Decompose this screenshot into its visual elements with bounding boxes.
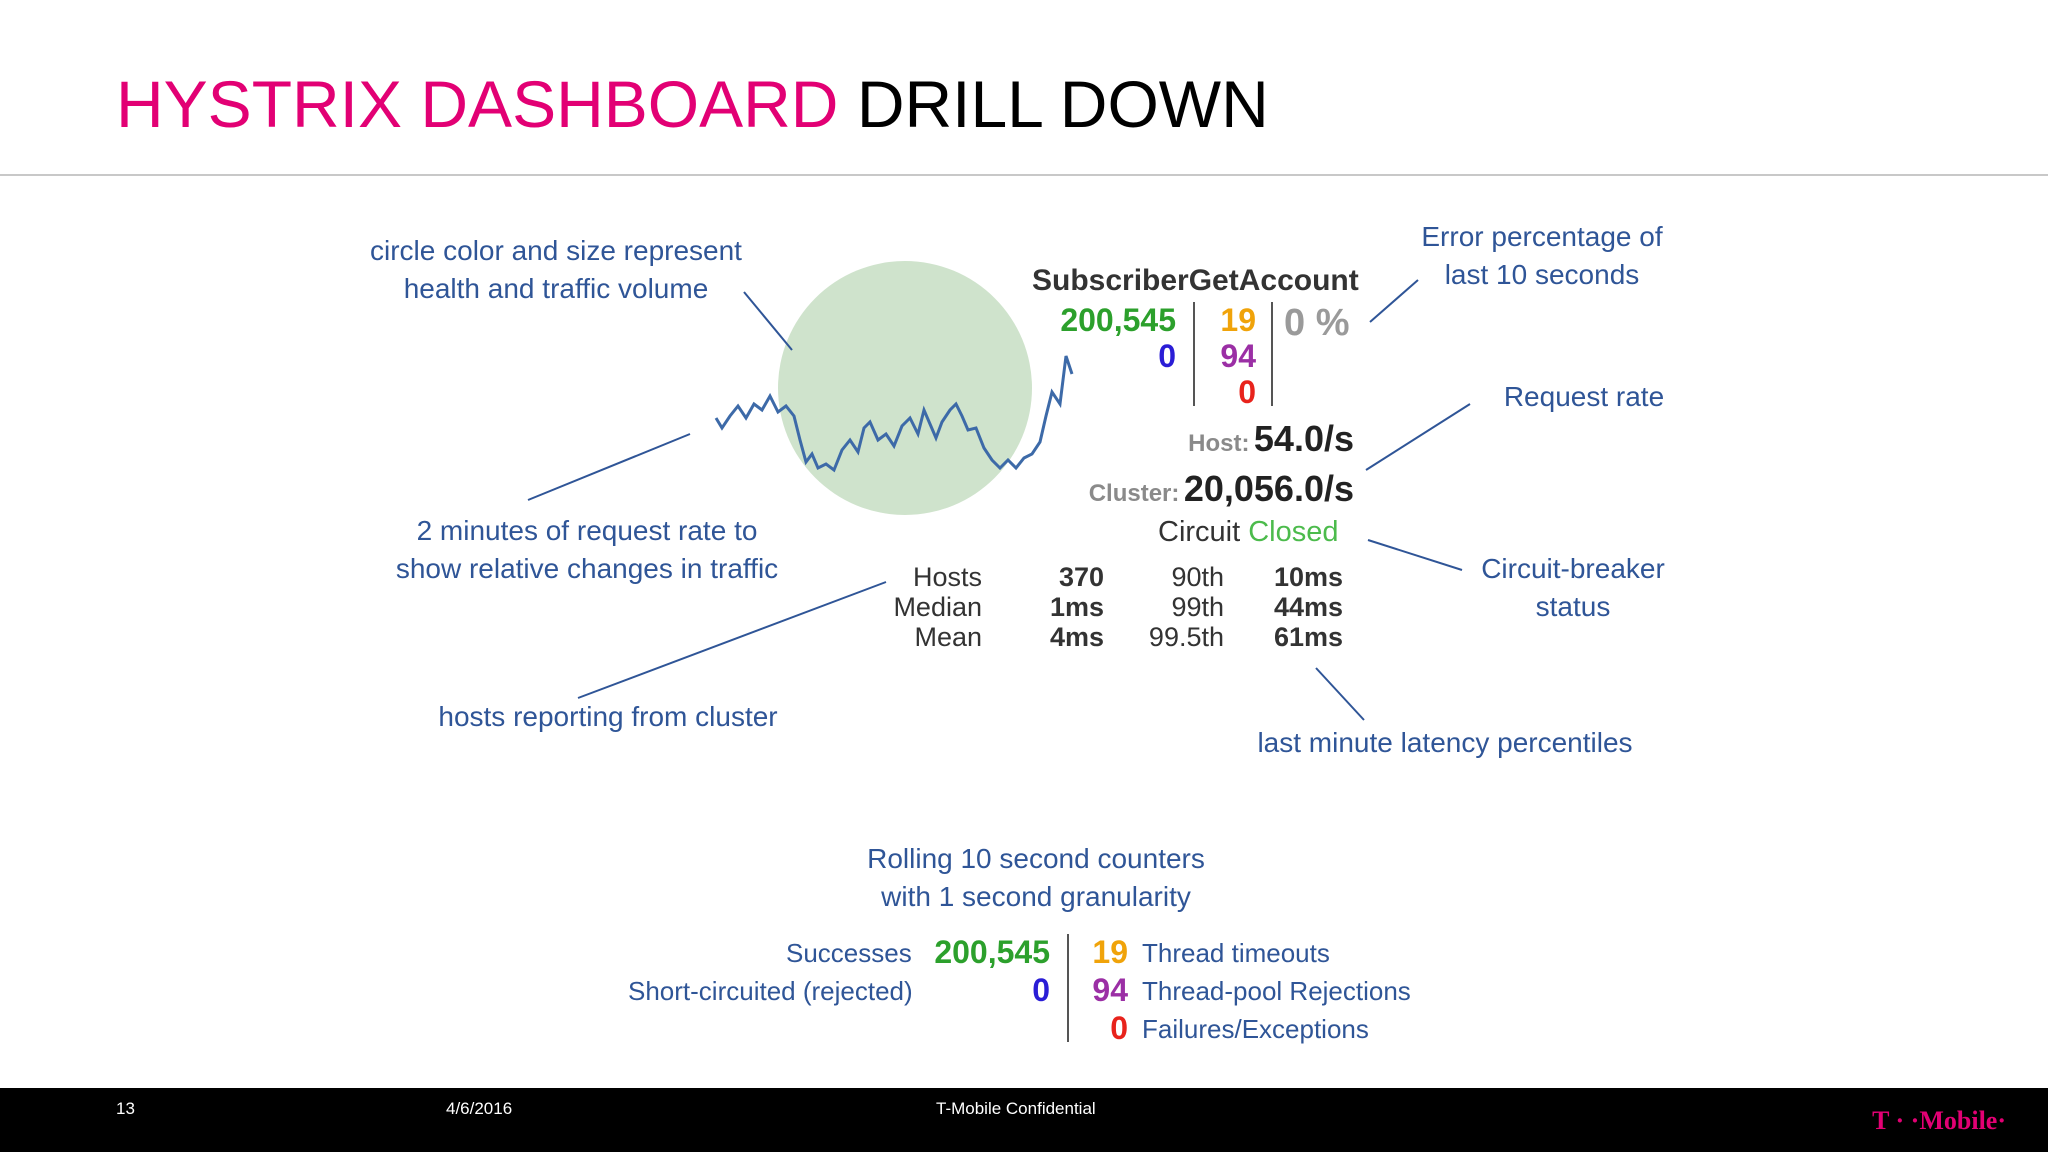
leader-request-rate (1365, 403, 1471, 471)
stat-p995-value: 61ms (1274, 622, 1344, 652)
rejection-count: 94 (1220, 338, 1256, 374)
host-rate-value: 54.0/s (1253, 418, 1354, 459)
stat-mean-label: Mean (914, 622, 982, 652)
annotation-breaker: Circuit-breaker status (1466, 550, 1680, 626)
annotation-counters-line2: with 1 second granularity (881, 881, 1191, 912)
annotation-breaker-line1: Circuit-breaker (1481, 553, 1665, 584)
health-circle (778, 261, 1032, 515)
hystrix-diagram: circle color and size represent health a… (0, 178, 2048, 1088)
title-rest: DRILL DOWN (856, 67, 1269, 141)
stat-hosts-value: 370 (1058, 562, 1104, 592)
leader-breaker (1367, 539, 1463, 571)
circuit-status: Circuit Closed (1158, 516, 1339, 549)
t-mobile-logo: T · ·Mobile· (1872, 1106, 2006, 1135)
short-circuited-count: 0 (1158, 338, 1176, 374)
title-divider (0, 174, 2048, 176)
failure-count: 0 (1238, 374, 1256, 410)
annotation-circle-line2: health and traffic volume (403, 273, 709, 304)
annotation-error-line2: last 10 seconds (1444, 259, 1640, 290)
annotation-sparkline-line1: 2 minutes of request rate to (416, 515, 758, 546)
annotation-error-line1: Error percentage of (1421, 221, 1663, 252)
timeout-count: 19 (1220, 302, 1256, 338)
host-rate-label: Host: (1188, 430, 1250, 457)
annotation-sparkline: 2 minutes of request rate to show relati… (372, 512, 802, 588)
stat-p995-label: 99.5th (1148, 622, 1224, 652)
stat-p99-value: 44ms (1274, 592, 1344, 622)
annotation-circle: circle color and size represent health a… (346, 232, 766, 308)
diagram-graphics (527, 261, 1471, 1042)
slide-footer: 13 4/6/2016 T-Mobile Confidential T · ·M… (0, 1088, 2048, 1152)
cluster-rate-row: Cluster: 20,056.0/s (1089, 468, 1354, 510)
annotation-circle-line1: circle color and size represent (370, 235, 742, 266)
request-rate-sparkline (714, 355, 1074, 473)
error-percentage: 0 % (1284, 302, 1350, 344)
circuit-label: Circuit (1158, 516, 1241, 548)
legend-timeouts-label: Thread timeouts (1142, 938, 1330, 968)
annotation-latency: last minute latency percentiles (1257, 727, 1633, 758)
leader-circle (743, 291, 793, 351)
legend-successes-value: 200,545 (934, 934, 1050, 970)
leader-latency (1315, 667, 1365, 721)
stat-mean-value: 4ms (1049, 622, 1104, 652)
slide-title: HYSTRIX DASHBOARD DRILL DOWN (116, 60, 1269, 148)
annotation-sparkline-line2: show relative changes in traffic (395, 553, 779, 584)
annotation-counters-line1: Rolling 10 second counters (867, 843, 1205, 874)
annotation-request-rate: Request rate (1503, 381, 1665, 412)
footer-date: 4/6/2016 (446, 1099, 513, 1118)
legend-short-circuited-label: Short-circuited (rejected) (628, 976, 913, 1006)
legend-rejections-value: 94 (1092, 972, 1128, 1008)
cluster-rate-label: Cluster: (1088, 480, 1180, 507)
legend-short-circuited-value: 0 (1032, 972, 1050, 1008)
legend-rejections-label: Thread-pool Rejections (1142, 976, 1411, 1006)
title-accent: HYSTRIX DASHBOARD (116, 67, 839, 141)
stat-p90-label: 90th (1171, 562, 1224, 592)
success-count: 200,545 (1060, 302, 1176, 338)
annotation-hosts: hosts reporting from cluster (438, 701, 778, 732)
annotation-breaker-line2: status (1535, 591, 1611, 622)
legend-failures-value: 0 (1110, 1010, 1128, 1046)
circuit-state: Closed (1248, 516, 1339, 548)
stat-median-value: 1ms (1049, 592, 1104, 622)
cluster-rate-value: 20,056.0/s (1183, 468, 1354, 509)
legend-failures-label: Failures/Exceptions (1142, 1014, 1369, 1044)
command-name: SubscriberGetAccount (1032, 264, 1359, 297)
annotation-error: Error percentage of last 10 seconds (1392, 218, 1692, 294)
leader-sparkline (527, 433, 691, 501)
stat-p90-value: 10ms (1274, 562, 1344, 592)
legend-successes-label: Successes (786, 938, 912, 968)
stat-p99-label: 99th (1171, 592, 1224, 622)
leader-error (1369, 279, 1419, 323)
stat-hosts-label: Hosts (912, 562, 982, 592)
legend-timeouts-value: 19 (1092, 934, 1128, 970)
annotation-counters: Rolling 10 second counters with 1 second… (836, 840, 1236, 916)
leader-hosts (577, 581, 887, 699)
page-number: 13 (116, 1099, 135, 1118)
stat-median-label: Median (893, 592, 982, 622)
footer-confidential: T-Mobile Confidential (936, 1099, 1096, 1118)
host-rate-row: Host: 54.0/s (1188, 418, 1354, 460)
